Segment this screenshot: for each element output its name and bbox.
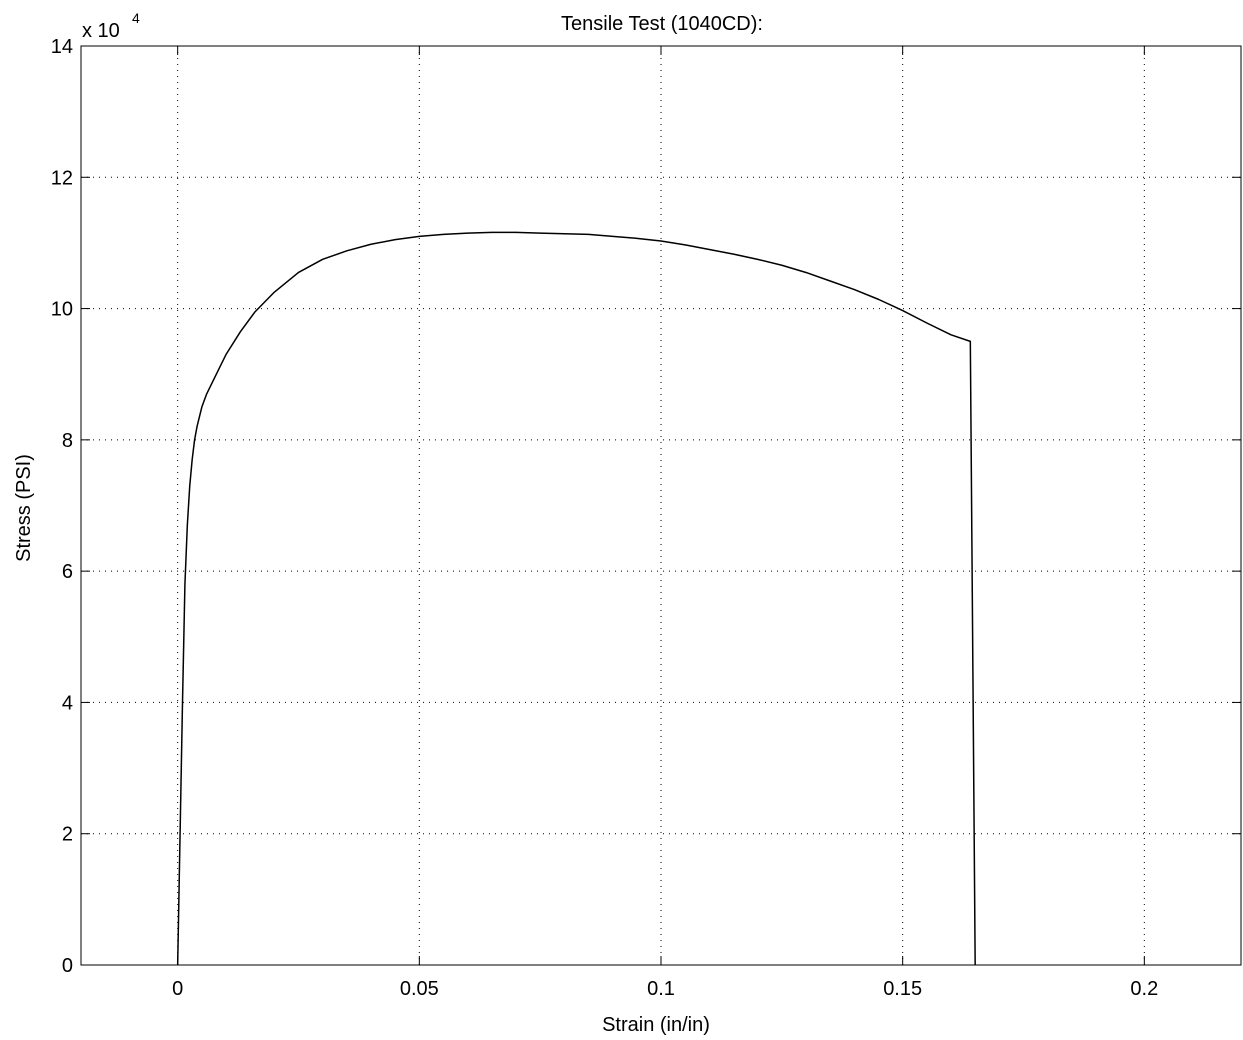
y-tick-label: 4 xyxy=(62,692,73,714)
tick-labels: 0 0.05 0.1 0.15 0.2 0 2 4 6 8 10 12 14 xyxy=(51,36,1158,1000)
y-tick-label: 12 xyxy=(51,167,73,189)
y-tick-label: 10 xyxy=(51,299,73,321)
x-tick-label: 0.15 xyxy=(883,978,922,1000)
y-tick-label: 2 xyxy=(62,824,73,846)
x-tick-label: 0 xyxy=(172,978,183,1000)
y-exponent-power: 4 xyxy=(132,10,140,26)
series-layer xyxy=(176,231,976,966)
x-tick-label: 0.2 xyxy=(1130,978,1158,1000)
chart-title: Tensile Test (1040CD): xyxy=(561,13,763,35)
x-tick-label: 0.1 xyxy=(647,978,675,1000)
x-axis-label: Strain (in/in) xyxy=(602,1014,710,1036)
x-tick-label: 0.05 xyxy=(400,978,439,1000)
stress-strain-curve xyxy=(176,231,976,966)
y-tick-label: 0 xyxy=(62,955,73,977)
y-tick-label: 6 xyxy=(62,561,73,583)
axis-ticks xyxy=(81,45,1241,966)
y-axis-label: Stress (PSI) xyxy=(13,454,35,562)
y-tick-label: 14 xyxy=(51,36,73,58)
y-tick-label: 8 xyxy=(62,430,73,452)
y-exponent-base: x 10 xyxy=(82,20,120,42)
